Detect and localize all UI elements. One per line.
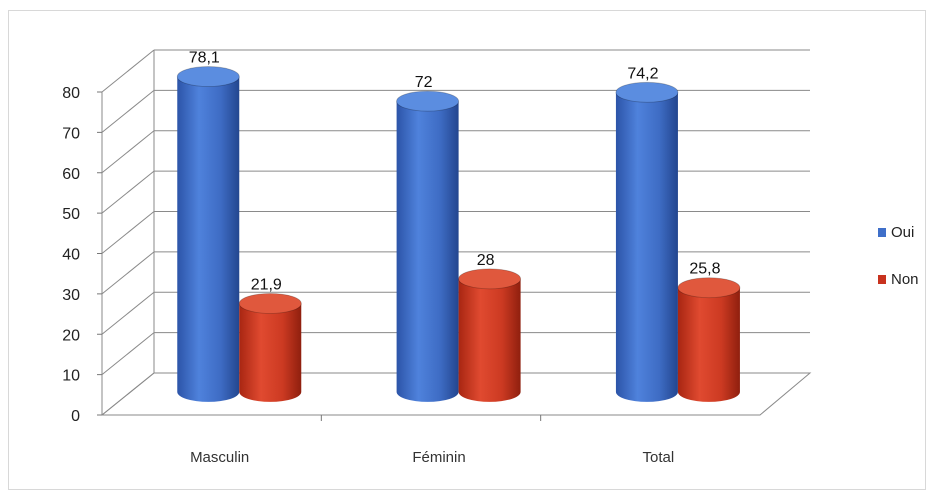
bars — [177, 67, 740, 402]
data-label: 21,9 — [251, 276, 282, 293]
bar-top — [397, 91, 459, 111]
gridline-side — [102, 212, 154, 254]
bar-body — [397, 101, 459, 402]
x-axis-label: Masculin — [190, 449, 249, 466]
y-tick-label: 70 — [62, 125, 80, 142]
gridline-side — [102, 90, 154, 132]
bar-oui — [616, 82, 678, 402]
y-tick-label: 50 — [62, 206, 80, 223]
y-tick-label: 80 — [62, 85, 80, 102]
legend-item-oui: Oui — [878, 222, 919, 242]
legend: Oui Non — [878, 222, 919, 316]
gridline-side — [102, 131, 154, 173]
bar-top — [459, 269, 521, 289]
data-label: 78,1 — [189, 50, 220, 67]
data-label: 74,2 — [627, 65, 658, 82]
gridline-side — [102, 292, 154, 334]
gridline-side — [102, 333, 154, 375]
y-tick-label: 20 — [62, 327, 80, 344]
data-label: 28 — [477, 252, 495, 269]
data-label: 72 — [415, 74, 433, 91]
bar-oui — [177, 67, 239, 402]
bar-non — [459, 269, 521, 402]
y-axis-ticks: 0 10 20 30 40 50 60 70 80 — [62, 85, 102, 425]
gridline-side — [102, 171, 154, 213]
legend-item-non: Non — [878, 269, 919, 289]
y-tick-label: 30 — [62, 287, 80, 304]
x-axis-label: Féminin — [412, 449, 465, 466]
legend-label-oui: Oui — [891, 224, 914, 241]
bar-top — [678, 278, 740, 298]
gridline-side — [102, 50, 154, 92]
legend-swatch-oui — [878, 228, 886, 237]
bar-body — [459, 279, 521, 402]
bar-top — [239, 293, 301, 313]
bar-body — [177, 77, 239, 402]
legend-swatch-non — [878, 275, 886, 284]
x-axis-labels: Masculin Féminin Total — [190, 449, 674, 466]
bar-non — [678, 278, 740, 402]
legend-label-non: Non — [891, 271, 919, 288]
bar-top — [177, 67, 239, 87]
bar-non — [239, 293, 301, 401]
y-tick-label: 10 — [62, 368, 80, 385]
bar-body — [239, 303, 301, 401]
bar-top — [616, 82, 678, 102]
x-axis-label: Total — [642, 449, 674, 466]
bar-body — [678, 288, 740, 402]
bar-oui — [397, 91, 459, 402]
y-tick-label: 60 — [62, 166, 80, 183]
bar-body — [616, 92, 678, 402]
y-tick-label: 0 — [71, 408, 80, 425]
gridline-side — [102, 252, 154, 294]
data-label: 25,8 — [689, 261, 720, 278]
y-tick-label: 40 — [62, 247, 80, 264]
